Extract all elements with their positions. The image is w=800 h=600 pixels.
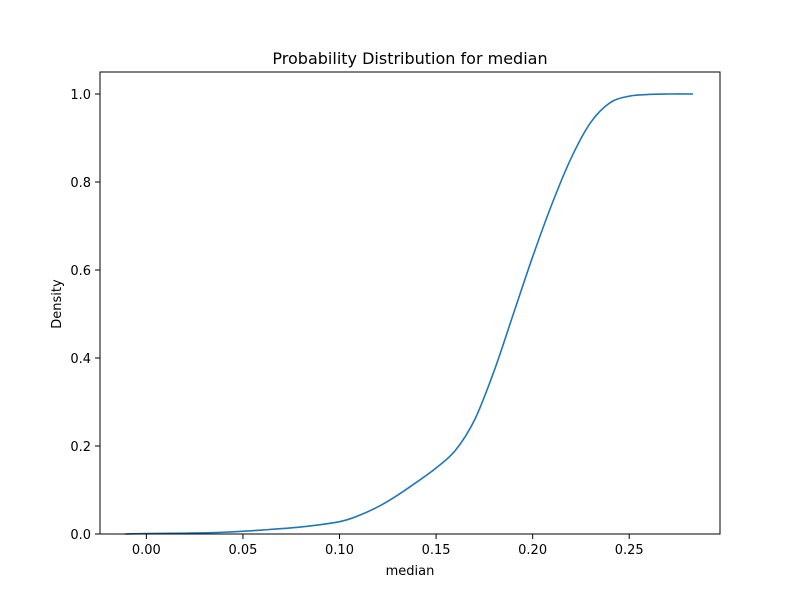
x-axis-title: median (386, 564, 435, 579)
y-tick-label: 0.8 (70, 176, 91, 191)
y-tick-label: 1.0 (70, 88, 91, 103)
y-tick-label: 0.0 (70, 528, 91, 543)
x-tick-label: 0.15 (422, 543, 451, 558)
chart-title: Probability Distribution for median (272, 49, 547, 68)
x-tick-label: 0.05 (228, 543, 257, 558)
x-axis-ticks: 0.00 0.05 0.10 0.15 0.20 0.25 (132, 534, 644, 558)
plot-area (125, 93, 693, 535)
x-tick-label: 0.25 (615, 543, 644, 558)
y-tick-label: 0.4 (70, 352, 91, 367)
y-tick-label: 0.2 (70, 440, 91, 455)
axes-frame (99, 71, 721, 535)
y-axis-ticks: 0.0 0.2 0.4 0.6 0.8 1.0 (70, 88, 100, 543)
x-tick-label: 0.00 (132, 543, 161, 558)
series-line (125, 93, 693, 535)
y-axis-title: Density (50, 279, 65, 329)
x-tick-label: 0.10 (325, 543, 354, 558)
x-tick-label: 0.20 (518, 543, 547, 558)
y-tick-label: 0.6 (70, 264, 91, 279)
